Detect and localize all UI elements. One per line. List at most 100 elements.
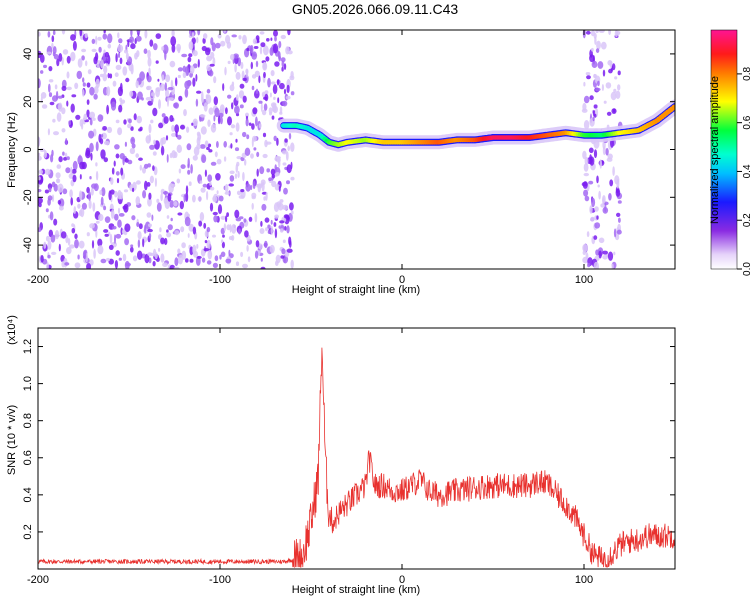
- noise-speck: [231, 235, 235, 241]
- noise-speck: [167, 86, 174, 91]
- noise-speck: [73, 206, 77, 215]
- noise-speck: [95, 170, 99, 181]
- noise-speck: [117, 219, 122, 228]
- noise-speck: [157, 78, 160, 82]
- noise-speck: [220, 40, 226, 47]
- noise-speck: [282, 204, 289, 211]
- noise-speck: [593, 235, 598, 240]
- noise-speck: [170, 217, 173, 222]
- noise-speck: [47, 254, 51, 259]
- noise-speck: [234, 173, 238, 180]
- noise-speck: [133, 113, 137, 121]
- noise-speck: [77, 254, 80, 260]
- noise-speck: [253, 89, 260, 99]
- noise-speck: [186, 126, 190, 133]
- noise-speck: [595, 48, 600, 53]
- noise-speck: [243, 218, 247, 223]
- noise-speck: [142, 238, 145, 248]
- noise-speck: [586, 231, 590, 238]
- noise-speck: [115, 233, 122, 239]
- noise-speck: [204, 240, 208, 244]
- noise-speck: [162, 262, 168, 268]
- noise-speck: [38, 176, 41, 181]
- noise-speck: [175, 77, 178, 87]
- noise-speck: [100, 196, 104, 206]
- noise-speck: [41, 104, 48, 109]
- colorbar-tick-label: 0.4: [742, 164, 750, 178]
- noise-speck: [260, 266, 266, 269]
- noise-speck: [230, 143, 233, 149]
- noise-speck: [178, 95, 183, 102]
- noise-speck: [188, 181, 192, 186]
- noise-speck: [616, 229, 622, 235]
- noise-speck: [250, 61, 253, 70]
- noise-speck: [47, 128, 51, 136]
- noise-speck: [124, 223, 131, 232]
- noise-speck: [155, 60, 159, 64]
- noise-speck: [88, 191, 91, 201]
- noise-speck: [224, 183, 229, 193]
- noise-speck: [166, 215, 170, 219]
- noise-speck: [587, 262, 591, 268]
- noise-speck: [242, 34, 247, 45]
- noise-speck: [281, 66, 284, 72]
- noise-speck: [200, 126, 207, 135]
- noise-speck: [246, 245, 249, 252]
- noise-speck: [242, 131, 247, 138]
- noise-speck: [173, 266, 180, 269]
- noise-speck: [66, 156, 70, 161]
- noise-speck: [615, 90, 621, 100]
- noise-speck: [141, 97, 144, 101]
- noise-speck: [209, 63, 215, 67]
- noise-speck: [246, 134, 250, 140]
- noise-speck: [180, 164, 186, 170]
- noise-speck: [206, 88, 211, 94]
- noise-speck: [195, 74, 198, 82]
- noise-speck: [177, 67, 183, 72]
- noise-speck: [176, 134, 182, 140]
- noise-speck: [192, 50, 198, 57]
- noise-speck: [50, 154, 54, 163]
- noise-speck: [161, 46, 165, 51]
- noise-speck: [277, 97, 280, 104]
- noise-speck: [52, 30, 56, 35]
- noise-speck: [46, 51, 52, 55]
- noise-speck: [262, 153, 268, 159]
- noise-speck: [217, 204, 223, 215]
- noise-speck: [253, 147, 257, 151]
- noise-speck: [153, 139, 156, 145]
- noise-speck: [274, 36, 277, 42]
- noise-speck: [222, 83, 225, 92]
- noise-speck: [97, 245, 104, 255]
- noise-speck: [71, 168, 77, 174]
- noise-speck: [106, 104, 109, 115]
- noise-speck: [212, 211, 218, 216]
- noise-speck: [266, 38, 270, 42]
- noise-speck: [146, 75, 152, 83]
- noise-speck: [164, 199, 170, 210]
- noise-speck: [274, 228, 278, 239]
- noise-speck: [81, 55, 85, 61]
- noise-speck: [144, 30, 148, 39]
- noise-speck: [51, 251, 57, 255]
- noise-speck: [583, 81, 586, 87]
- noise-speck: [72, 174, 77, 183]
- noise-speck: [218, 195, 224, 202]
- noise-speck: [177, 74, 181, 79]
- noise-speck: [607, 60, 613, 66]
- noise-speck: [267, 230, 271, 235]
- noise-speck: [593, 73, 596, 78]
- noise-speck: [145, 135, 151, 144]
- noise-speck: [146, 182, 151, 187]
- noise-speck: [100, 59, 104, 69]
- noise-speck: [176, 144, 182, 153]
- noise-speck: [609, 179, 614, 187]
- noise-speck: [48, 66, 53, 72]
- noise-speck: [89, 223, 95, 229]
- noise-speck: [226, 212, 230, 218]
- noise-speck: [130, 43, 136, 50]
- noise-speck: [255, 116, 258, 127]
- noise-speck: [597, 61, 604, 69]
- noise-speck: [180, 124, 185, 130]
